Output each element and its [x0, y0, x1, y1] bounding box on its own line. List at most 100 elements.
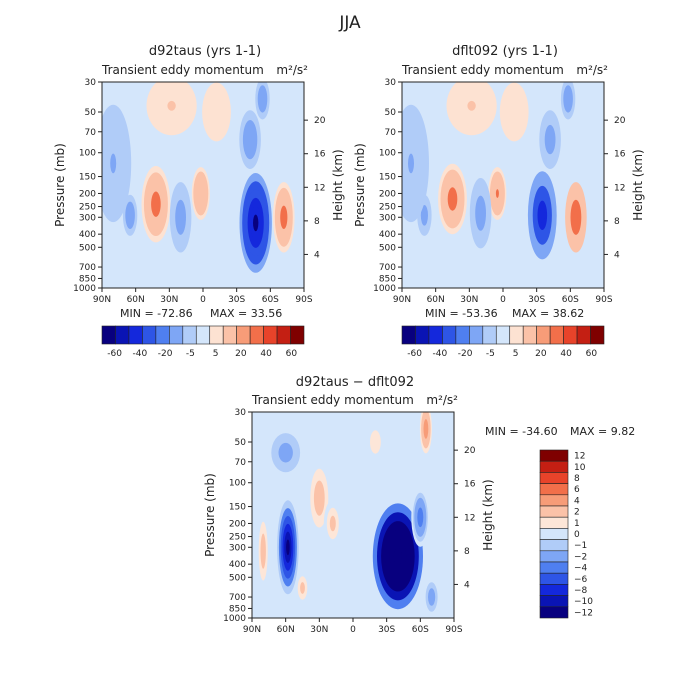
min-label: MIN = -72.86	[120, 307, 193, 320]
colorbar-label: 40	[260, 349, 272, 359]
colorbar-swatch	[539, 561, 569, 574]
colorbar-swatch	[539, 494, 569, 507]
panel-units: m²/s²	[276, 63, 308, 77]
contour-band-7	[478, 207, 483, 220]
panel-title: dflt092 (yrs 1-1)	[452, 44, 558, 59]
colorbar-label: 5	[513, 349, 519, 359]
y-tick-label: 100	[79, 149, 96, 159]
colorbar-swatch	[236, 325, 251, 345]
y2-tick-label: 20	[464, 446, 476, 456]
colorbar-swatch	[539, 584, 569, 596]
y-tick-label: 700	[229, 593, 246, 603]
colorbar-swatch	[539, 449, 569, 462]
contour-band-10	[430, 594, 433, 600]
x-tick-label: 30S	[528, 295, 545, 305]
colorbar-label: 1	[574, 519, 580, 529]
y-tick-label: 100	[229, 479, 246, 489]
y-tick-label: 400	[379, 230, 396, 240]
x-tick-label: 30N	[160, 295, 178, 305]
colorbar-swatch	[563, 325, 578, 345]
colorbar-label: −12	[574, 608, 593, 618]
x-tick-label: 90N	[393, 295, 411, 305]
colorbar-label: −1	[574, 541, 587, 551]
y-tick-label: 850	[379, 274, 396, 284]
colorbar-label: 60	[586, 349, 598, 359]
colorbar-swatch	[169, 325, 184, 345]
contour-band-6	[423, 211, 426, 219]
figure-title: JJA	[338, 13, 361, 33]
colorbar-swatch	[155, 325, 170, 345]
contour-field	[102, 82, 304, 288]
max-label: MAX = 9.82	[570, 425, 635, 438]
colorbar-swatch	[522, 325, 537, 345]
colorbar-label: 40	[560, 349, 572, 359]
y-axis-label: Pressure (mb)	[203, 473, 217, 557]
max-label: MAX = 38.62	[512, 307, 584, 320]
y-axis-label: Pressure (mb)	[53, 143, 67, 227]
colorbar-label: 20	[235, 349, 247, 359]
x-tick-label: 0	[200, 295, 206, 305]
x-tick-label: 0	[500, 295, 506, 305]
y-tick-label: 300	[379, 213, 396, 223]
colorbar-swatch	[539, 606, 569, 619]
y-tick-label: 700	[79, 263, 96, 273]
y-tick-label: 30	[385, 78, 397, 88]
contour-field	[402, 82, 604, 288]
x-tick-label: 60S	[262, 295, 279, 305]
y2-tick-label: 12	[314, 183, 325, 193]
colorbar-label: −4	[574, 564, 588, 574]
contour-band-5	[495, 189, 499, 198]
y2-tick-label: 20	[614, 116, 626, 126]
y2-tick-label: 16	[464, 480, 476, 490]
panel-title: d92taus − dflt092	[296, 375, 414, 390]
contour-band-8	[167, 100, 176, 111]
y-tick-label: 250	[79, 203, 96, 213]
y-tick-label: 500	[379, 243, 396, 253]
max-label: MAX = 33.56	[210, 307, 282, 320]
panel-d92taus: d92taus (yrs 1-1) Transient eddy momentu…	[53, 44, 345, 359]
colorbar-swatch	[539, 472, 569, 484]
contour-band-3	[331, 519, 335, 528]
y2-tick-label: 16	[314, 150, 326, 160]
colorbar-label: 60	[286, 349, 298, 359]
colorbar-label: 10	[574, 463, 586, 473]
colorbar-label: -40	[433, 349, 448, 359]
x-tick-label: 60N	[277, 625, 295, 635]
contour-band-9	[214, 107, 219, 117]
panel-subtitle-left: Transient eddy momentum	[251, 393, 414, 407]
colorbar-label: 4	[574, 496, 580, 506]
y2-tick-label: 20	[314, 116, 326, 126]
colorbar-swatch	[539, 528, 569, 540]
colorbar-swatch	[142, 325, 157, 345]
colorbar-label: -40	[133, 349, 148, 359]
colorbar-swatch	[263, 325, 278, 345]
y2-tick-label: 4	[614, 250, 620, 260]
colorbar-swatch	[115, 325, 130, 345]
y-tick-label: 400	[229, 560, 246, 570]
y-tick-label: 70	[235, 458, 247, 468]
colorbar-swatch	[539, 595, 569, 608]
contour-band-9	[511, 107, 517, 117]
min-label: MIN = -34.60	[485, 425, 558, 438]
contour-band-2	[317, 492, 322, 504]
x-tick-label: 90S	[445, 625, 462, 635]
x-tick-label: 90N	[93, 295, 111, 305]
colorbar-swatch	[495, 325, 511, 345]
colorbar-swatch	[539, 483, 569, 496]
colorbar-swatch	[249, 325, 264, 345]
contour-band-8	[282, 447, 290, 458]
colorbar-label: 20	[535, 349, 547, 359]
y2-tick-label: 16	[614, 150, 626, 160]
x-tick-label: 30S	[228, 295, 245, 305]
contour-band-5	[199, 189, 203, 198]
y-tick-label: 250	[379, 203, 396, 213]
contour-band-7	[418, 512, 422, 523]
colorbar-swatch	[509, 325, 524, 345]
colorbar-swatch	[536, 325, 551, 345]
y-tick-label: 850	[229, 604, 246, 614]
y-tick-label: 250	[229, 533, 246, 543]
y-tick-label: 1000	[73, 284, 96, 294]
y-tick-label: 1000	[223, 614, 246, 624]
panel-subtitle-left: Transient eddy momentum	[401, 63, 564, 77]
colorbar-swatch	[101, 325, 116, 345]
